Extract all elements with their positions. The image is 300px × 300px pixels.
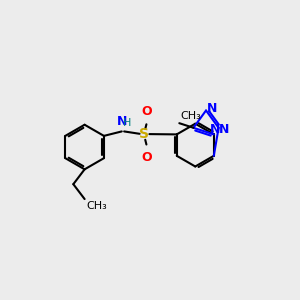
Text: N: N [117, 116, 127, 128]
Text: CH₃: CH₃ [86, 201, 107, 212]
Text: N: N [209, 122, 220, 136]
Text: S: S [139, 128, 149, 141]
Text: CH₃: CH₃ [180, 111, 201, 122]
Text: N: N [219, 123, 230, 136]
Text: O: O [142, 105, 152, 118]
Text: O: O [142, 151, 152, 164]
Text: N: N [207, 103, 217, 116]
Text: H: H [123, 118, 131, 128]
